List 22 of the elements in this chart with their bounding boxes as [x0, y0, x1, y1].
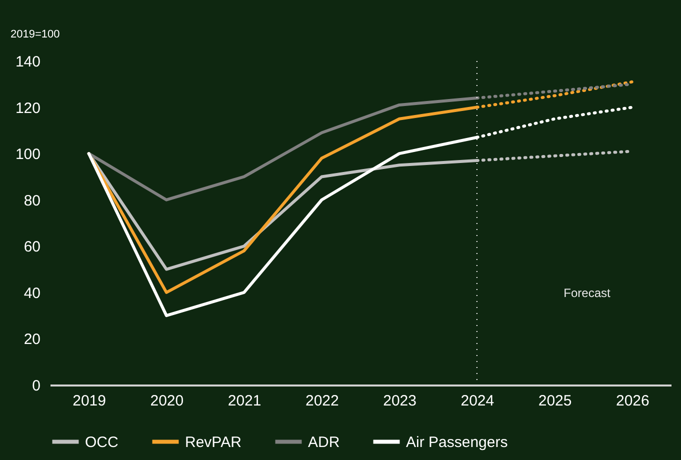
- x-tick-label: 2023: [383, 392, 416, 410]
- x-tick-label: 2022: [306, 392, 339, 410]
- annotation: Forecast: [564, 286, 612, 300]
- x-tick-label: 2026: [616, 392, 650, 410]
- y-tick-label: 120: [15, 100, 40, 117]
- x-tick-label: 2024: [460, 392, 494, 410]
- legend-label: OCC: [85, 434, 118, 451]
- x-tick-label: 2021: [228, 392, 262, 410]
- y-tick-label: 80: [24, 192, 40, 210]
- legend-label: RevPAR: [185, 434, 242, 451]
- x-tick-label: 2019: [72, 392, 106, 410]
- legend-label: ADR: [308, 434, 340, 451]
- y-tick-label: 0: [32, 378, 40, 394]
- legend-label: Air Passengers: [406, 434, 508, 451]
- y-tick-label: 60: [24, 238, 40, 256]
- y-tick-label: 40: [24, 284, 40, 302]
- y-tick-label: 140: [15, 54, 40, 70]
- x-tick-label: 2025: [538, 392, 572, 410]
- x-tick-label: 2020: [150, 392, 184, 410]
- y-axis-title: 2019=100: [10, 28, 60, 40]
- y-tick-label: 20: [24, 331, 40, 348]
- y-tick-label: 100: [15, 146, 40, 164]
